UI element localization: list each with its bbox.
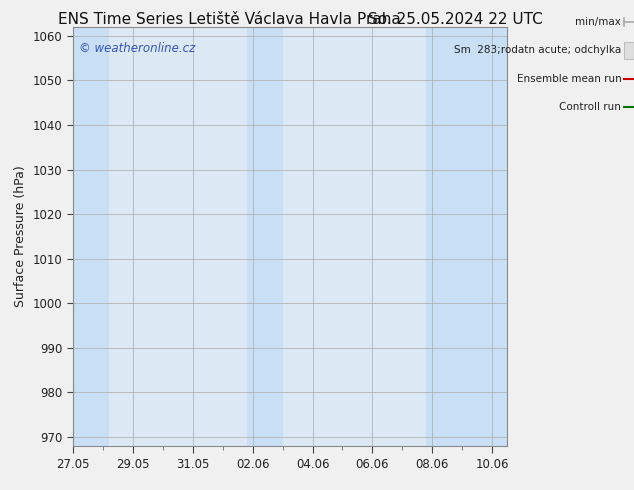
Bar [426,27,507,446]
Text: min/max: min/max [576,17,621,27]
Bar [247,27,283,446]
Bar [73,27,109,446]
Y-axis label: Surface Pressure (hPa): Surface Pressure (hPa) [14,166,27,307]
Text: Controll run: Controll run [559,102,621,112]
Text: Sm  283;rodatn acute; odchylka: Sm 283;rodatn acute; odchylka [454,46,621,55]
Text: ENS Time Series Letiště Václava Havla Praha: ENS Time Series Letiště Václava Havla Pr… [58,12,401,27]
Text: © weatheronline.cz: © weatheronline.cz [79,42,196,54]
Text: Ensemble mean run: Ensemble mean run [517,74,621,84]
Text: So. 25.05.2024 22 UTC: So. 25.05.2024 22 UTC [368,12,543,27]
